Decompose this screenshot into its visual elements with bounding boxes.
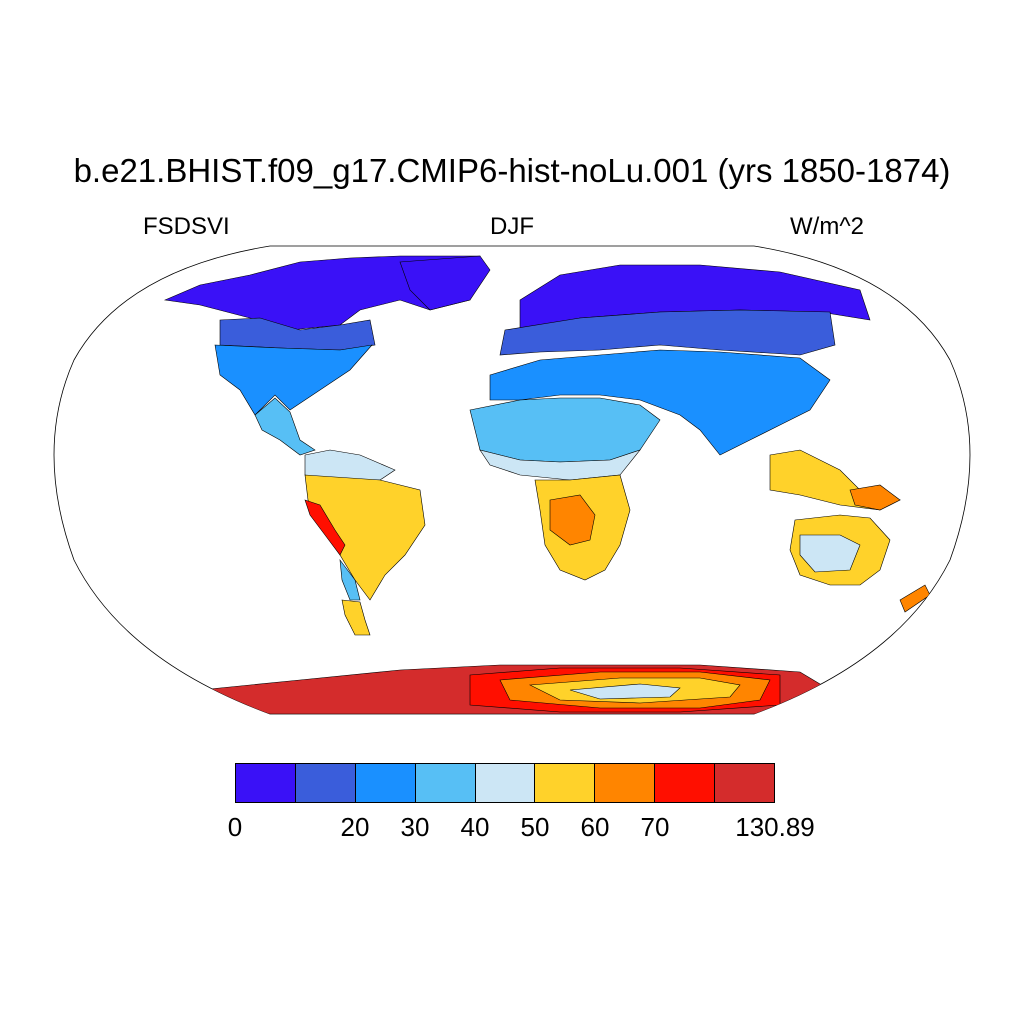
africa-core bbox=[549, 494, 596, 546]
colorbar-box-3 bbox=[415, 764, 476, 802]
colorbar-box-4 bbox=[475, 764, 536, 802]
south-america-south bbox=[339, 558, 361, 601]
colorbar-box-0 bbox=[236, 764, 296, 802]
colorbar-box-1 bbox=[295, 764, 356, 802]
colorbar-label: 60 bbox=[580, 812, 610, 842]
colorbar-label: 30 bbox=[400, 812, 430, 842]
units-label: W/m^2 bbox=[790, 213, 864, 240]
colorbar-label: 50 bbox=[520, 812, 550, 842]
central-america bbox=[254, 397, 316, 456]
eurasia-midlat bbox=[499, 309, 836, 356]
land-layer bbox=[163, 255, 931, 714]
colorbar-label: 20 bbox=[340, 812, 370, 842]
figure-title: b.e21.BHIST.f09_g17.CMIP6-hist-noLu.001 … bbox=[73, 152, 951, 189]
colorbar-label: 70 bbox=[640, 812, 670, 842]
colorbar-box-2 bbox=[355, 764, 416, 802]
colorbar-box-6 bbox=[595, 764, 656, 802]
colorbar bbox=[235, 763, 775, 803]
variable-label: FSDSVI bbox=[143, 213, 230, 240]
colorbar-label: 40 bbox=[460, 812, 490, 842]
colorbar-label: 130.89 bbox=[735, 812, 815, 842]
patagonia bbox=[341, 599, 371, 636]
australia-interior bbox=[799, 534, 861, 573]
north-africa bbox=[469, 397, 661, 463]
colorbar-box-8 bbox=[715, 764, 775, 802]
greenland bbox=[399, 255, 491, 311]
new-guinea bbox=[849, 484, 901, 511]
north-america-south bbox=[214, 344, 373, 416]
eurasia-south bbox=[489, 349, 831, 456]
colorbar-label: 0 bbox=[227, 812, 243, 842]
sahel bbox=[479, 449, 641, 481]
colorbar-box-7 bbox=[655, 764, 716, 802]
season-label: DJF bbox=[490, 213, 534, 240]
antarctica-dome bbox=[569, 683, 681, 700]
colorbar-box-5 bbox=[535, 764, 596, 802]
andes-strip bbox=[304, 499, 346, 556]
